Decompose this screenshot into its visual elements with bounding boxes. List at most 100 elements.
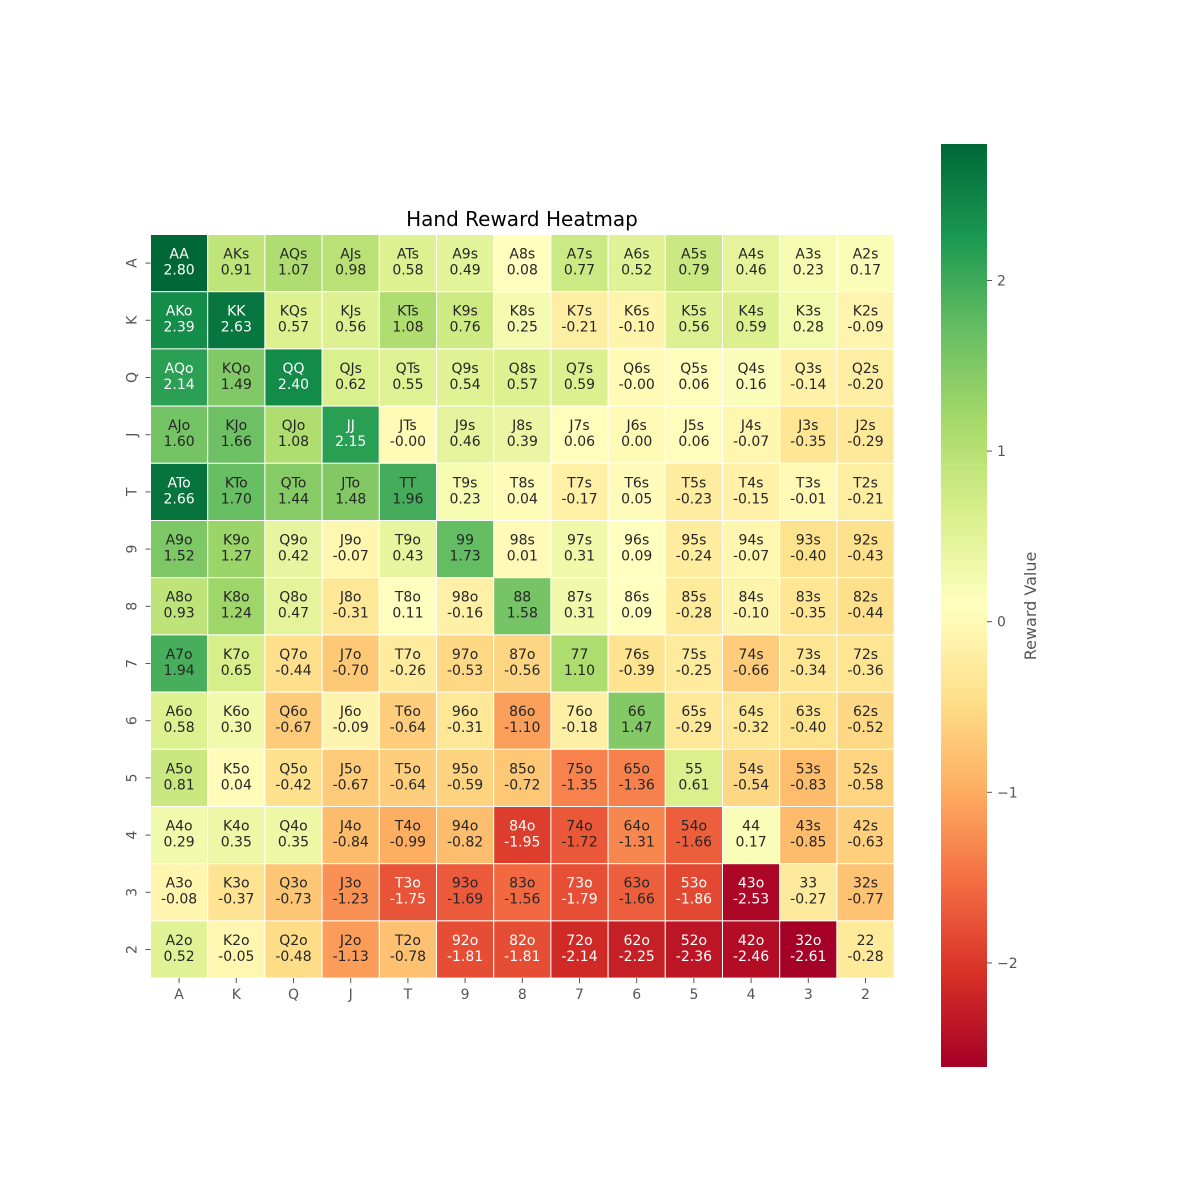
cell-rect — [378, 920, 437, 979]
cell-hand-label: K8o — [223, 590, 250, 606]
cell-value-label: -1.35 — [561, 777, 597, 793]
cell-hand-label: Q3o — [279, 876, 308, 892]
cell-rect — [722, 405, 781, 464]
cell-hand-label: 93o — [452, 876, 478, 892]
cell-hand-label: AQo — [165, 361, 194, 377]
cell-hand-label: 54o — [681, 819, 707, 835]
cell-hand-label: 86s — [624, 590, 649, 606]
cell-value-label: 0.79 — [678, 263, 709, 279]
cell-value-label: 1.96 — [392, 491, 423, 507]
cell-value-label: -1.31 — [619, 835, 655, 851]
cell-value-label: 0.81 — [164, 777, 195, 793]
cell-hand-label: 94s — [739, 533, 764, 549]
heatmap-cell: T4s-0.15 — [722, 462, 781, 521]
heatmap-cell: 93o-1.69 — [436, 863, 495, 922]
cell-rect — [321, 577, 380, 636]
heatmap-cell: A3o-0.08 — [150, 863, 209, 922]
x-tick-label: A — [174, 987, 184, 1003]
cell-rect — [493, 405, 552, 464]
cell-value-label: 0.04 — [507, 491, 538, 507]
cell-hand-label: KQo — [222, 361, 251, 377]
cell-hand-label: 63o — [624, 876, 650, 892]
cell-rect — [493, 520, 552, 579]
cell-rect — [493, 291, 552, 350]
cell-hand-label: 82o — [509, 933, 535, 949]
cell-value-label: -0.52 — [847, 720, 883, 736]
heatmap-cell: 64o-1.31 — [607, 806, 666, 865]
heatmap-cell: J9o-0.07 — [321, 520, 380, 579]
cell-hand-label: 96o — [452, 704, 478, 720]
heatmap-cell: 62s-0.52 — [836, 691, 895, 750]
y-tick-label: 5 — [125, 773, 141, 782]
heatmap-cell: 42s-0.63 — [836, 806, 895, 865]
heatmap-cell: 32s-0.77 — [836, 863, 895, 922]
cell-value-label: 0.57 — [507, 377, 538, 393]
cell-value-label: 1.70 — [221, 491, 252, 507]
cell-hand-label: J6o — [339, 704, 362, 720]
cell-hand-label: A5s — [681, 247, 707, 263]
cell-rect — [607, 291, 666, 350]
cell-value-label: -1.23 — [333, 892, 369, 908]
x-tick-label: 6 — [632, 987, 641, 1003]
cell-value-label: -0.67 — [333, 777, 369, 793]
heatmap-cell: 82s-0.44 — [836, 577, 895, 636]
cell-value-label: 2.63 — [221, 320, 252, 336]
cell-hand-label: 83s — [796, 590, 821, 606]
heatmap-cell: 881.58 — [493, 577, 552, 636]
heatmap-cell: 92s-0.43 — [836, 520, 895, 579]
cell-rect — [607, 634, 666, 693]
cell-value-label: 0.17 — [736, 835, 767, 851]
cell-value-label: -1.81 — [447, 949, 483, 965]
cell-rect — [836, 920, 895, 979]
heatmap-cell: 32o-2.61 — [779, 920, 838, 979]
cell-hand-label: 92o — [452, 933, 478, 949]
heatmap-cell: 65s-0.29 — [664, 691, 723, 750]
y-tick-label: Q — [125, 372, 141, 383]
y-tick-label: A — [125, 258, 141, 268]
cell-hand-label: 22 — [857, 933, 875, 949]
cell-value-label: -0.36 — [847, 663, 883, 679]
cell-value-label: -0.70 — [333, 663, 369, 679]
cell-hand-label: QJs — [339, 361, 361, 377]
cell-hand-label: 82s — [853, 590, 878, 606]
cell-value-label: 0.59 — [564, 377, 595, 393]
cell-value-label: 0.23 — [450, 491, 481, 507]
cell-value-label: -0.29 — [847, 434, 883, 450]
cell-hand-label: T9o — [394, 533, 421, 549]
cell-value-label: 0.59 — [736, 320, 767, 336]
cell-rect — [836, 348, 895, 407]
cell-value-label: -1.36 — [619, 777, 655, 793]
x-tick-label: Q — [288, 987, 299, 1003]
cell-hand-label: 32s — [853, 876, 878, 892]
heatmap-cell: J3s-0.35 — [779, 405, 838, 464]
heatmap-cell: 52s-0.58 — [836, 748, 895, 807]
cell-value-label: 0.52 — [621, 263, 652, 279]
cell-rect — [321, 920, 380, 979]
heatmap-cell: 93s-0.40 — [779, 520, 838, 579]
heatmap-cell: 74o-1.72 — [550, 806, 609, 865]
y-tick-label: 3 — [125, 888, 141, 897]
cell-hand-label: T8s — [509, 475, 535, 491]
cell-hand-label: T4o — [394, 819, 421, 835]
cell-rect — [436, 577, 495, 636]
cell-value-label: -0.84 — [333, 835, 369, 851]
y-tick-label: J — [125, 433, 141, 438]
cell-rect — [321, 405, 380, 464]
heatmap-cell: 53s-0.83 — [779, 748, 838, 807]
cell-value-label: -1.10 — [504, 720, 540, 736]
cell-value-label: 0.06 — [678, 377, 709, 393]
cell-rect — [664, 748, 723, 807]
cell-hand-label: 94o — [452, 819, 478, 835]
cell-hand-label: 74o — [566, 819, 592, 835]
cell-hand-label: K9o — [223, 533, 250, 549]
cell-rect — [150, 806, 209, 865]
cell-value-label: 0.43 — [392, 549, 423, 565]
